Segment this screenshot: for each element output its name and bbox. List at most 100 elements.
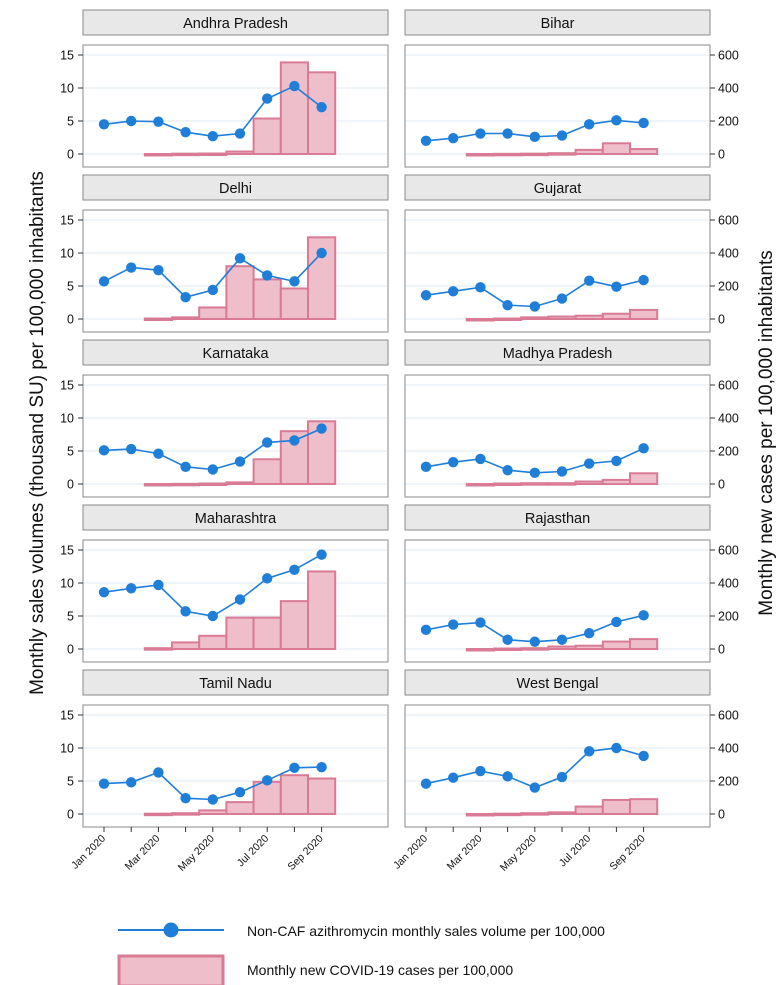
sales-point bbox=[529, 467, 540, 478]
case-bar bbox=[225, 616, 255, 651]
y-tick-label: 5 bbox=[67, 775, 74, 789]
sales-point bbox=[316, 423, 327, 434]
case-bar bbox=[629, 308, 659, 320]
sales-point bbox=[126, 583, 137, 594]
case-bar bbox=[279, 287, 309, 321]
sales-point bbox=[611, 455, 622, 467]
case-bar bbox=[465, 648, 495, 652]
sales-point bbox=[475, 617, 486, 628]
sales-point bbox=[316, 549, 327, 560]
sales-point bbox=[502, 128, 513, 139]
sales-point bbox=[98, 276, 110, 287]
sales-point bbox=[98, 778, 110, 789]
case-bar bbox=[493, 812, 523, 817]
x-tick-label: Jan 2020 bbox=[69, 833, 108, 872]
panel-title-strip bbox=[82, 504, 389, 531]
plot-area bbox=[404, 704, 711, 828]
y-right-tick-label: 200 bbox=[718, 115, 739, 129]
sales-point bbox=[289, 276, 300, 287]
case-bar bbox=[143, 153, 174, 157]
sales-point bbox=[420, 778, 432, 789]
sales-point bbox=[153, 767, 164, 778]
sales-point bbox=[502, 464, 513, 476]
sales-point bbox=[448, 457, 459, 468]
sales-point bbox=[98, 445, 110, 456]
case-bar bbox=[520, 482, 550, 486]
y-right-tick-label: 600 bbox=[718, 544, 739, 558]
case-bar bbox=[225, 481, 255, 486]
x-tick-label: May 2020 bbox=[498, 833, 539, 874]
case-bar bbox=[252, 117, 282, 155]
case-bar bbox=[629, 472, 659, 485]
y-right-tick-label: 0 bbox=[718, 148, 725, 162]
sales-point bbox=[584, 275, 595, 286]
case-bar bbox=[198, 482, 228, 487]
plot-area bbox=[404, 209, 711, 333]
case-bar bbox=[171, 641, 201, 651]
case-bar bbox=[601, 640, 631, 651]
case-bar bbox=[547, 645, 577, 651]
sales-point bbox=[234, 253, 246, 264]
panel-delhi: Delhi 0 5 10 15 bbox=[60, 174, 389, 333]
x-tick-label: Jul 2020 bbox=[557, 833, 594, 870]
sales-point bbox=[180, 792, 191, 804]
sales-point bbox=[611, 281, 622, 292]
case-bar bbox=[629, 148, 659, 156]
sales-point bbox=[611, 742, 622, 754]
case-bar bbox=[143, 483, 174, 487]
y-right-tick-label: 0 bbox=[718, 313, 725, 327]
case-bar bbox=[171, 812, 201, 816]
case-bar bbox=[574, 314, 604, 321]
case-bar bbox=[198, 306, 228, 321]
sales-point bbox=[502, 634, 513, 645]
y-tick-label: 10 bbox=[60, 577, 74, 591]
y-tick-label: 10 bbox=[60, 82, 74, 96]
sales-point bbox=[420, 624, 432, 636]
sales-point bbox=[153, 579, 164, 591]
x-tick-label: Mar 2020 bbox=[123, 833, 163, 873]
sales-point bbox=[475, 282, 486, 293]
panel-title: Rajasthan bbox=[525, 511, 590, 527]
sales-point bbox=[316, 761, 327, 773]
sales-point bbox=[234, 456, 246, 467]
sales-point bbox=[611, 115, 622, 126]
panel-maharashtra: Maharashtra 0 5 10 15 bbox=[60, 504, 389, 663]
sales-point bbox=[234, 787, 246, 798]
case-bar bbox=[252, 278, 282, 320]
sales-point bbox=[556, 466, 568, 477]
y-right-tick-label: 200 bbox=[718, 610, 739, 624]
case-bar bbox=[574, 644, 604, 651]
sales-point bbox=[207, 794, 218, 805]
panels-layer: Andhra Pradesh 0 5 10 15 Bihar 0 200 400 600 Delhi… bbox=[60, 9, 739, 874]
sales-point bbox=[584, 458, 595, 469]
case-bar bbox=[198, 152, 228, 157]
case-bar bbox=[465, 483, 495, 487]
panel-title: Bihar bbox=[541, 16, 575, 32]
y-right-tick-label: 0 bbox=[718, 808, 725, 822]
sales-point bbox=[153, 264, 164, 276]
sales-point bbox=[207, 130, 218, 142]
right-axis-title: Monthly new cases per 100,000 inhabitant… bbox=[756, 250, 777, 615]
panel-rajasthan: Rajasthan 0 200 400 600 bbox=[404, 504, 739, 663]
panel-andhra-pradesh: Andhra Pradesh 0 5 10 15 bbox=[60, 9, 389, 168]
sales-point bbox=[556, 130, 568, 141]
panel-title-strip bbox=[82, 9, 389, 36]
y-right-tick-label: 400 bbox=[718, 412, 739, 426]
case-bar bbox=[601, 312, 631, 321]
case-bar bbox=[629, 798, 659, 816]
sales-point bbox=[126, 443, 137, 455]
y-tick-label: 0 bbox=[67, 478, 74, 492]
case-bar bbox=[547, 152, 577, 156]
sales-point bbox=[556, 634, 568, 645]
panel-west-bengal: West Bengal 0 200 400 600 Jan 2020 Mar 2020 May… bbox=[391, 669, 739, 874]
x-tick-label: May 2020 bbox=[176, 833, 217, 874]
case-bar bbox=[493, 482, 523, 487]
y-right-tick-label: 600 bbox=[718, 379, 739, 393]
sales-point bbox=[153, 116, 164, 127]
panel-title-strip bbox=[404, 504, 711, 531]
y-right-tick-label: 600 bbox=[718, 214, 739, 228]
y-right-tick-label: 400 bbox=[718, 577, 739, 591]
y-tick-label: 15 bbox=[60, 544, 74, 558]
y-right-tick-label: 600 bbox=[718, 709, 739, 723]
